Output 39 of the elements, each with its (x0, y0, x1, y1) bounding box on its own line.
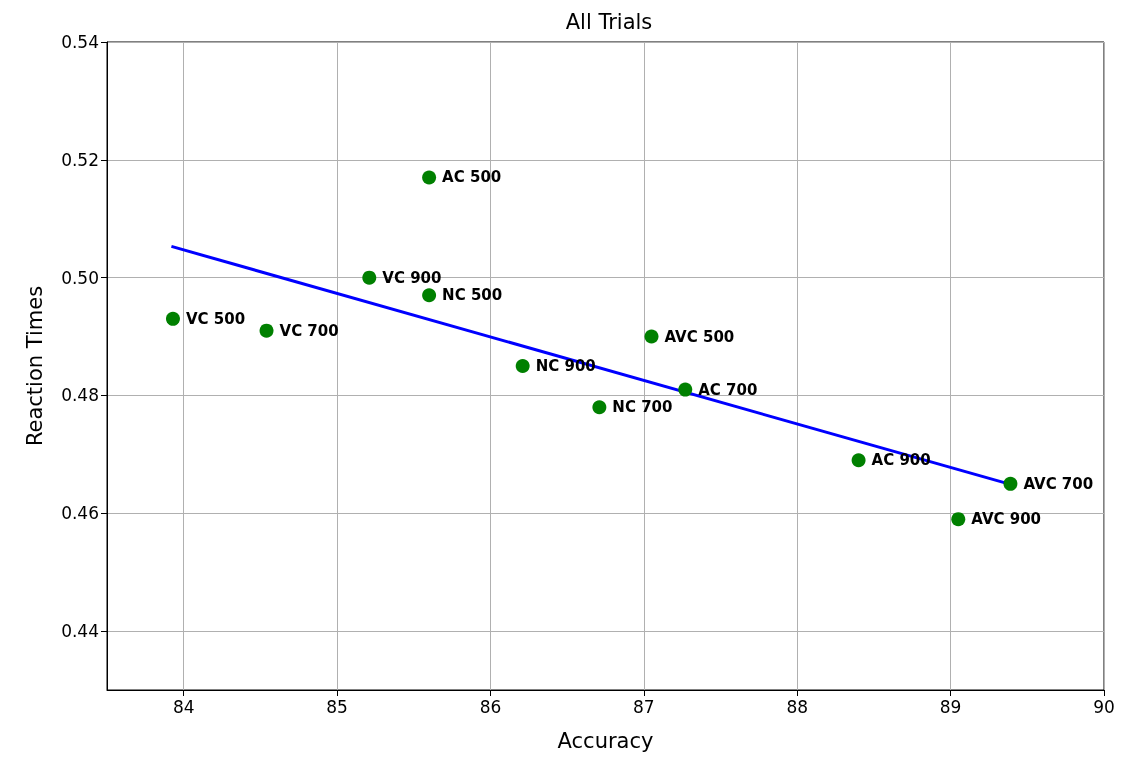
x-tick-label: 89 (939, 696, 962, 717)
point (422, 288, 437, 303)
x-tick-label: 87 (633, 696, 655, 717)
data-label: NC 500 (442, 286, 503, 305)
y-tick-label: 0.46 (61, 503, 99, 524)
point (644, 329, 659, 344)
point (515, 359, 530, 373)
data-label: AC 700 (698, 380, 758, 399)
x-tick-label: 90 (1093, 696, 1115, 717)
data-label: VC 900 (382, 268, 442, 287)
data-label: AC 500 (442, 168, 502, 187)
point (165, 311, 180, 326)
y-axis-title: Reaction Times (22, 285, 47, 447)
y-tick-label: 0.50 (61, 267, 99, 288)
y-tick-label: 0.54 (61, 32, 99, 52)
data-label: NC 900 (535, 357, 596, 375)
x-tick-label: 84 (172, 696, 195, 717)
x-tick-label: 86 (479, 696, 502, 717)
chart-title: All Trials (565, 9, 653, 34)
x-tick-label: 85 (326, 696, 348, 717)
point (678, 382, 693, 397)
data-label: AVC 700 (1023, 474, 1094, 493)
y-tick-label: 0.52 (61, 149, 99, 170)
data-label: VC 700 (279, 321, 339, 340)
point (362, 270, 377, 285)
y-tick-label: 0.44 (61, 621, 99, 642)
point (422, 170, 437, 185)
point (259, 323, 274, 338)
point (592, 400, 607, 415)
point (1003, 476, 1018, 491)
x-axis-title: Accuracy (557, 728, 654, 753)
data-label: VC 500 (185, 309, 246, 328)
data-label: AVC 500 (664, 327, 735, 346)
point (951, 512, 966, 527)
data-label: AVC 900 (971, 510, 1042, 529)
y-tick-label: 0.48 (61, 385, 99, 406)
x-tick-label: 88 (786, 696, 809, 717)
point (851, 453, 866, 468)
data-label: NC 700 (612, 398, 673, 417)
